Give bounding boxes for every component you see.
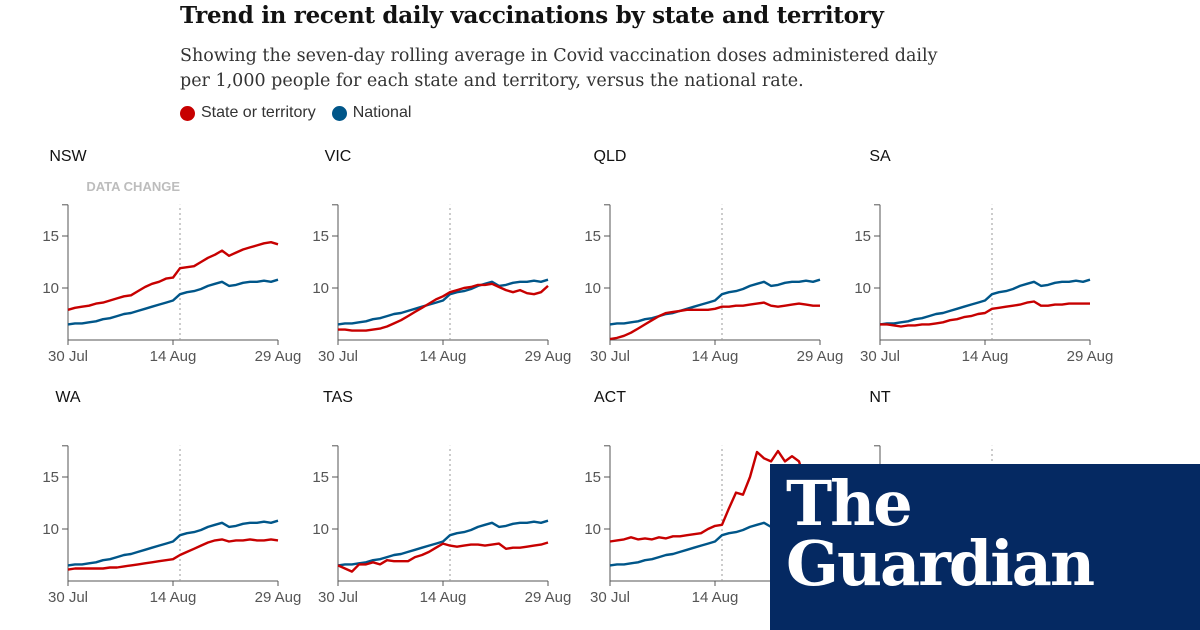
x-tick-label-act-0: 30 Jul: [590, 589, 630, 606]
y-tick-label-wa-10: 10: [42, 521, 59, 538]
y-tick-label-qld-10: 10: [584, 280, 601, 297]
x-tick-label-qld-2: 29 Aug: [797, 348, 844, 365]
x-tick-label-vic-2: 29 Aug: [525, 348, 572, 365]
y-tick-label-tas-10: 10: [312, 521, 329, 538]
x-tick-label-vic-0: 30 Jul: [318, 348, 358, 365]
state-line-vic: [338, 282, 549, 332]
state-line-tas: [337, 541, 549, 573]
national-line-sa: [879, 278, 1091, 326]
y-tick-label-nsw-10: 10: [42, 280, 59, 297]
chart-subtitle: Showing the seven-day rolling average in…: [180, 46, 938, 91]
y-tick-label-nsw-15: 15: [42, 228, 59, 245]
x-tick-label-tas-0: 30 Jul: [318, 589, 358, 606]
x-tick-label-vic-1: 14 Aug: [420, 348, 467, 365]
legend: State or territory National: [180, 104, 411, 122]
x-tick-label-nsw-0: 30 Jul: [48, 348, 88, 365]
guardian-logo: The Guardian: [770, 464, 1200, 630]
legend-label-national: National: [352, 104, 412, 121]
state-line-act: [609, 449, 821, 543]
panel-title-sa: SA: [869, 148, 891, 165]
state-line-qld: [609, 301, 820, 341]
data-change-annotation: DATA CHANGE: [86, 179, 180, 194]
national-line-nsw: [67, 278, 279, 326]
x-tick-label-sa-1: 14 Aug: [962, 348, 1009, 365]
panel-title-qld: QLD: [594, 148, 627, 165]
x-tick-label-tas-2: 29 Aug: [525, 589, 572, 606]
x-tick-label-wa-2: 29 Aug: [255, 589, 302, 606]
x-tick-label-act-1: 14 Aug: [692, 589, 739, 606]
x-tick-label-qld-1: 14 Aug: [692, 348, 739, 365]
state-line-sa: [880, 300, 1090, 328]
y-tick-label-tas-15: 15: [312, 469, 329, 486]
legend-dot-national: [331, 105, 347, 121]
state-line-wa: [67, 538, 279, 571]
x-tick-label-qld-0: 30 Jul: [590, 348, 630, 365]
x-tick-label-wa-0: 30 Jul: [48, 589, 88, 606]
panel-title-nsw: NSW: [49, 148, 87, 165]
logo-line-1: The: [786, 467, 913, 540]
panel-title-tas: TAS: [323, 389, 353, 406]
y-tick-label-vic-15: 15: [312, 228, 329, 245]
y-tick-label-act-15: 15: [584, 469, 601, 486]
x-tick-label-sa-2: 29 Aug: [1067, 348, 1114, 365]
legend-label-state: State or territory: [201, 104, 316, 121]
x-tick-label-nsw-1: 14 Aug: [150, 348, 197, 365]
panel-title-wa: WA: [55, 389, 81, 406]
y-tick-label-vic-10: 10: [312, 280, 329, 297]
logo-line-2: Guardian: [786, 527, 1095, 600]
legend-dot-state: [180, 105, 195, 121]
panel-title-nt: NT: [869, 389, 891, 406]
state-line-nsw: [67, 240, 279, 311]
national-line-qld: [609, 278, 821, 326]
x-tick-label-tas-1: 14 Aug: [420, 589, 467, 606]
y-tick-label-qld-15: 15: [584, 228, 601, 245]
panel-title-act: ACT: [594, 389, 626, 406]
national-line-vic: [337, 278, 549, 326]
panel-title-vic: VIC: [325, 148, 352, 165]
y-tick-label-act-10: 10: [584, 521, 601, 538]
y-tick-label-sa-10: 10: [854, 280, 871, 297]
y-tick-label-sa-15: 15: [854, 228, 871, 245]
legend-item-state: State or territory: [180, 104, 316, 122]
national-line-tas: [337, 519, 549, 567]
x-tick-label-wa-1: 14 Aug: [150, 589, 197, 606]
national-line-wa: [67, 519, 279, 567]
x-tick-label-nsw-2: 29 Aug: [255, 348, 302, 365]
legend-item-national: National: [331, 104, 412, 122]
chart-title: Trend in recent daily vaccinations by st…: [180, 2, 884, 29]
y-tick-label-wa-15: 15: [42, 469, 59, 486]
x-tick-label-sa-0: 30 Jul: [860, 348, 900, 365]
